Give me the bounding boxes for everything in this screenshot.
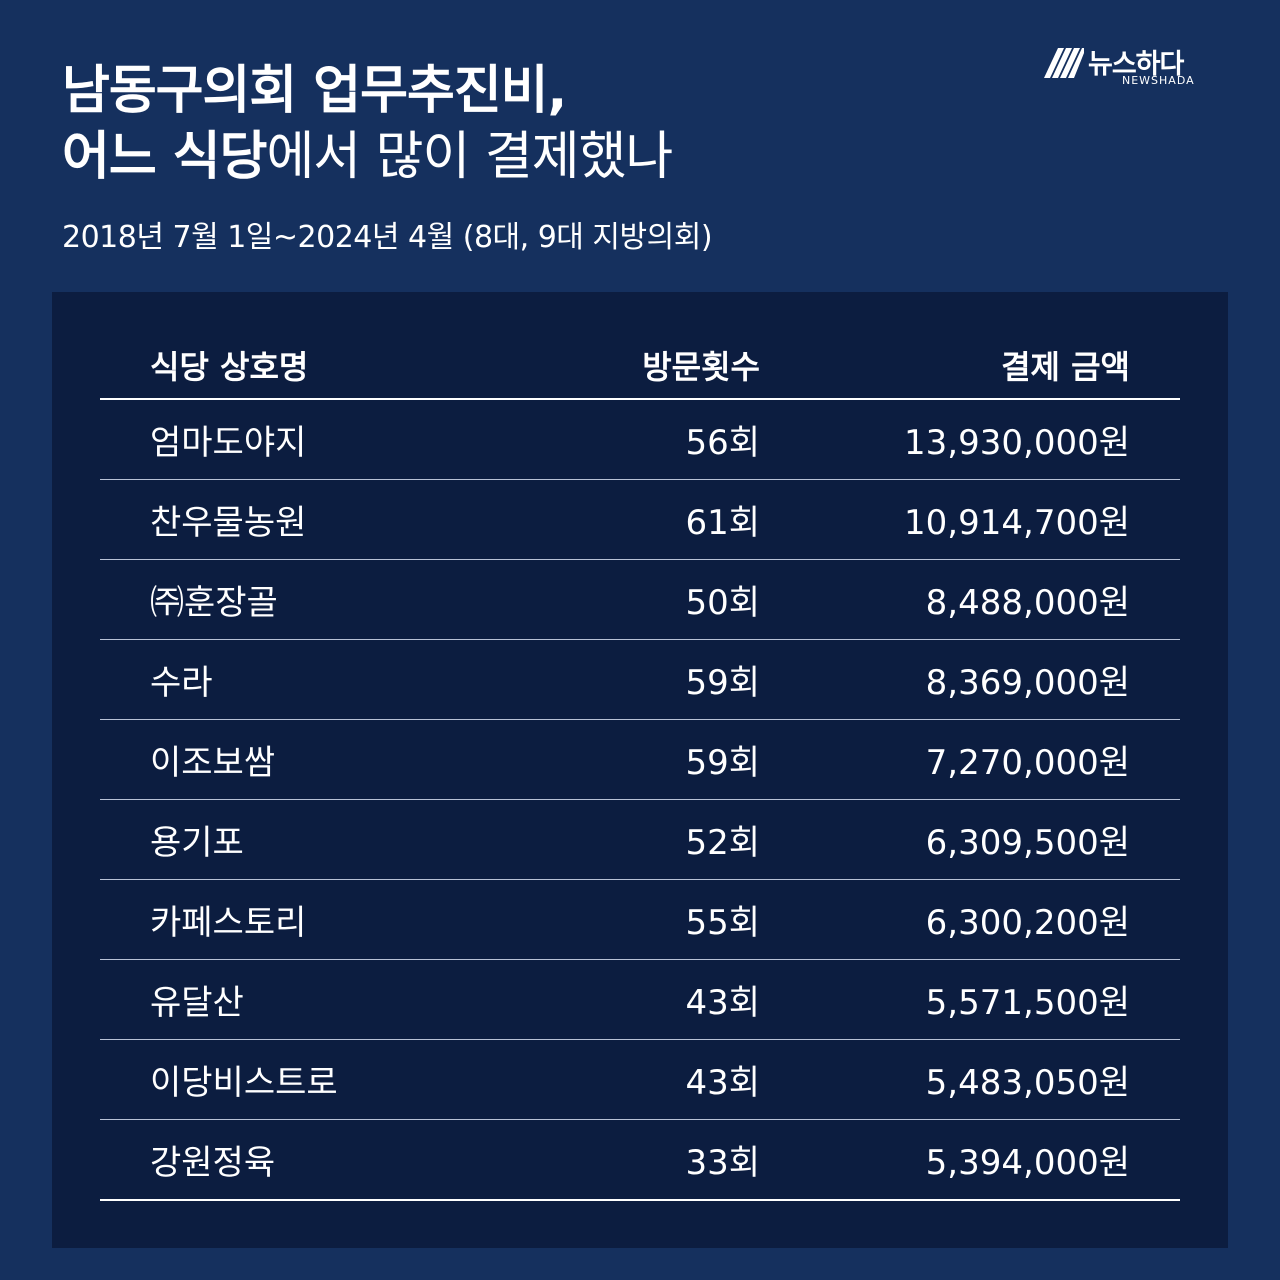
cell-visits: 43회 — [685, 983, 760, 1023]
table-header: 식당 상호명 방문횟수 결제 금액 — [100, 332, 1180, 400]
cell-name: 카페스토리 — [150, 903, 307, 943]
table-row: 엄마도야지 56회 13,930,000원 — [100, 400, 1180, 480]
table-row: 찬우물농원 61회 10,914,700원 — [100, 480, 1180, 560]
title-line-2: 어느 식당에서 많이 결제했나 — [62, 124, 673, 190]
cell-name: 용기포 — [150, 823, 244, 863]
cell-name: ㈜훈장골 — [150, 583, 278, 623]
cell-visits: 55회 — [685, 903, 760, 943]
cell-visits: 59회 — [685, 743, 760, 783]
page-subtitle: 2018년 7월 1일~2024년 4월 (8대, 9대 지방의회) — [62, 220, 713, 255]
cell-visits: 50회 — [685, 583, 760, 623]
cell-visits: 52회 — [685, 823, 760, 863]
newshada-logo: 뉴스하다 NEWSHADA — [1044, 44, 1240, 88]
cell-amount: 7,270,000원 — [925, 743, 1130, 783]
cell-name: 강원정육 — [150, 1143, 276, 1183]
cell-name: 이당비스트로 — [150, 1063, 338, 1103]
cell-visits: 56회 — [685, 423, 760, 463]
cell-amount: 5,483,050원 — [925, 1063, 1130, 1103]
table-row: 강원정육 33회 5,394,000원 — [100, 1120, 1180, 1201]
cell-visits: 43회 — [685, 1063, 760, 1103]
table-row: 카페스토리 55회 6,300,200원 — [100, 880, 1180, 960]
cell-amount: 6,309,500원 — [925, 823, 1130, 863]
table-row: 이조보쌈 59회 7,270,000원 — [100, 720, 1180, 800]
title-line-2-bold: 어느 식당 — [62, 127, 267, 187]
cell-name: 수라 — [150, 663, 213, 703]
table-row: ㈜훈장골 50회 8,488,000원 — [100, 560, 1180, 640]
cell-amount: 5,394,000원 — [925, 1143, 1130, 1183]
logo-name: 뉴스하다 — [1088, 49, 1184, 80]
table-row: 유달산 43회 5,571,500원 — [100, 960, 1180, 1040]
page-title: 남동구의회 업무추진비, 어느 식당에서 많이 결제했나 — [62, 58, 673, 190]
cell-visits: 61회 — [685, 503, 760, 543]
cell-amount: 8,488,000원 — [925, 583, 1130, 623]
header-name: 식당 상호명 — [150, 348, 309, 386]
newshada-logo-icon — [1044, 48, 1084, 78]
title-line-2-rest: 에서 많이 결제했나 — [266, 127, 673, 187]
cell-amount: 5,571,500원 — [925, 983, 1130, 1023]
table-row: 이당비스트로 43회 5,483,050원 — [100, 1040, 1180, 1120]
cell-visits: 59회 — [685, 663, 760, 703]
header-visits: 방문횟수 — [642, 348, 760, 386]
table-row: 수라 59회 8,369,000원 — [100, 640, 1180, 720]
header-amount: 결제 금액 — [1001, 348, 1130, 386]
cell-amount: 6,300,200원 — [925, 903, 1130, 943]
cell-amount: 8,369,000원 — [925, 663, 1130, 703]
cell-visits: 33회 — [685, 1143, 760, 1183]
cell-amount: 10,914,700원 — [904, 503, 1130, 543]
logo-sub: NEWSHADA — [1122, 74, 1195, 87]
table-row: 용기포 52회 6,309,500원 — [100, 800, 1180, 880]
cell-name: 찬우물농원 — [150, 503, 307, 543]
cell-name: 엄마도야지 — [150, 423, 307, 463]
cell-name: 이조보쌈 — [150, 743, 276, 783]
cell-name: 유달산 — [150, 983, 244, 1023]
title-line-1: 남동구의회 업무추진비, — [62, 61, 567, 121]
cell-amount: 13,930,000원 — [904, 423, 1130, 463]
